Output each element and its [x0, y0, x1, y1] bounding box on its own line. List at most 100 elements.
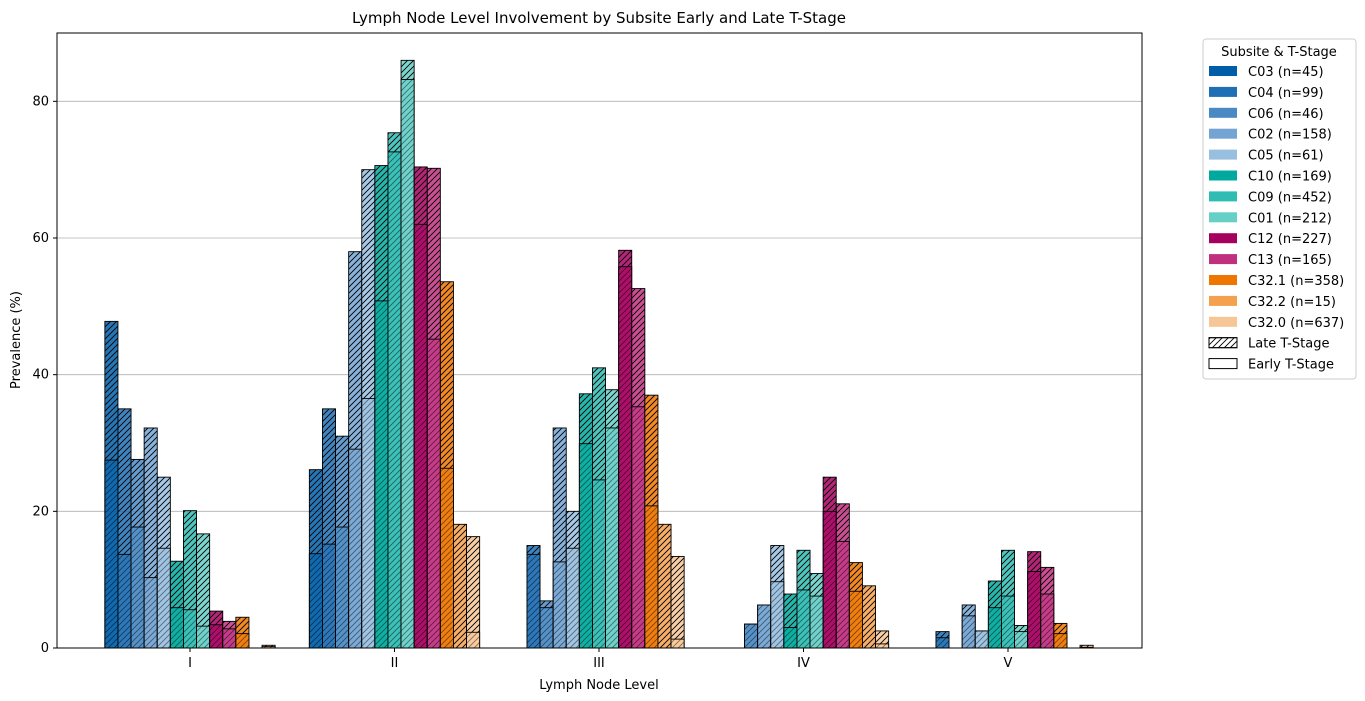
- legend-label: C32.0 (n=637): [1248, 316, 1344, 331]
- bar-early: [592, 479, 607, 649]
- y-tick-label: 80: [32, 94, 49, 109]
- bar-early: [670, 638, 685, 649]
- x-tick-label: II: [391, 656, 399, 671]
- bar-early: [835, 540, 850, 649]
- legend-title: Subsite & T-Stage: [1221, 45, 1337, 60]
- x-axis-label: Lymph Node Level: [539, 678, 658, 693]
- bar-early: [875, 643, 890, 649]
- x-tick-label: V: [1004, 656, 1013, 671]
- bar-early: [222, 628, 237, 649]
- x-tick-label: I: [188, 656, 192, 671]
- legend-label: C09 (n=452): [1248, 190, 1332, 205]
- bar-early: [104, 459, 119, 649]
- legend-label: C01 (n=212): [1248, 211, 1332, 226]
- bar-early: [796, 589, 811, 649]
- bar-early: [539, 607, 554, 649]
- bar-early: [526, 553, 541, 649]
- bar-early: [361, 398, 376, 649]
- legend-swatch: [1209, 254, 1237, 265]
- legend-swatch: [1209, 107, 1237, 118]
- legend-label: C10 (n=169): [1248, 170, 1332, 185]
- bar-late-hatch: [1080, 645, 1094, 648]
- legend-frame: [1202, 38, 1357, 380]
- bar-early: [1040, 593, 1055, 649]
- legend-swatch: [1209, 86, 1237, 97]
- bar-early: [348, 448, 363, 649]
- x-tick-label: III: [593, 656, 605, 671]
- legend-label: C02 (n=158): [1248, 128, 1332, 143]
- y-tick-label: 40: [32, 368, 49, 383]
- legend-label: C13 (n=165): [1248, 253, 1332, 268]
- bar-early: [400, 79, 415, 649]
- bar-early: [209, 624, 224, 649]
- bar-early: [374, 300, 389, 649]
- bar-late-hatch: [196, 533, 210, 648]
- bar-early: [413, 223, 428, 649]
- legend-swatch-late: [1208, 337, 1238, 349]
- y-tick-label: 0: [41, 641, 49, 656]
- bar-early: [987, 607, 1002, 649]
- bar-early: [196, 625, 211, 649]
- bar-early: [809, 595, 824, 649]
- y-axis: 0 20 40 60 80: [32, 94, 57, 656]
- legend-swatch: [1209, 191, 1237, 202]
- bar-early: [605, 427, 620, 649]
- legend-label: C03 (n=45): [1248, 65, 1324, 80]
- bar-early: [169, 607, 184, 649]
- bar-late-hatch: [862, 585, 876, 648]
- legend-swatch: [1209, 316, 1237, 327]
- bar-early: [644, 505, 659, 649]
- legend-swatch: [1209, 295, 1237, 306]
- legend-label-late: Late T-Stage: [1248, 337, 1329, 352]
- x-tick-label: IV: [797, 656, 810, 671]
- legend-swatch-early: [1208, 358, 1238, 370]
- bar-early: [466, 631, 481, 649]
- legend-swatch: [1209, 170, 1237, 181]
- legend: Subsite & T-Stage C03 (n=45) C04 (n=99) C0…: [1202, 38, 1357, 380]
- bars: [104, 59, 1094, 649]
- bar-early: [848, 590, 863, 649]
- legend-label: C05 (n=61): [1248, 149, 1324, 164]
- bar-early: [822, 510, 837, 649]
- bar-early: [117, 553, 132, 649]
- bar-early: [335, 526, 350, 649]
- bar-early: [770, 581, 785, 649]
- bar-early: [1014, 631, 1029, 649]
- legend-label-early: Early T-Stage: [1248, 358, 1334, 373]
- bar-early: [578, 443, 593, 649]
- bar-early: [1027, 571, 1042, 649]
- legend-swatch: [1209, 275, 1237, 285]
- bar-early: [182, 609, 197, 649]
- bar-early: [308, 553, 323, 649]
- bar-early: [322, 543, 337, 649]
- bar-early: [757, 604, 772, 649]
- chart-title: Lymph Node Level Involvement by Subsite …: [352, 9, 846, 27]
- bar-late-hatch: [671, 556, 685, 648]
- bar-early: [156, 547, 171, 649]
- legend-swatch: [1209, 128, 1237, 139]
- bar-early: [235, 633, 250, 649]
- bar-early: [1053, 633, 1068, 649]
- bar-late-hatch: [453, 524, 467, 648]
- bar-early: [552, 561, 567, 649]
- bar-early: [387, 151, 402, 649]
- legend-swatch: [1209, 66, 1237, 76]
- x-axis: I II III IV V: [188, 648, 1013, 671]
- bar-early: [565, 547, 580, 649]
- bar-early: [143, 577, 158, 649]
- legend-label: C04 (n=99): [1248, 86, 1324, 101]
- bar-late-hatch: [657, 524, 672, 648]
- bar-early: [631, 406, 646, 649]
- legend-swatch: [1209, 212, 1237, 223]
- bar-early: [426, 338, 441, 649]
- bar-early: [618, 266, 633, 649]
- bar-early: [130, 526, 145, 649]
- bar-early: [974, 630, 989, 649]
- bar-early: [1001, 595, 1016, 649]
- bar-early: [961, 615, 976, 649]
- legend-label: C32.1 (n=358): [1248, 274, 1344, 289]
- y-tick-label: 20: [32, 504, 49, 519]
- bar-late-hatch: [466, 536, 480, 648]
- bar-early: [439, 467, 454, 649]
